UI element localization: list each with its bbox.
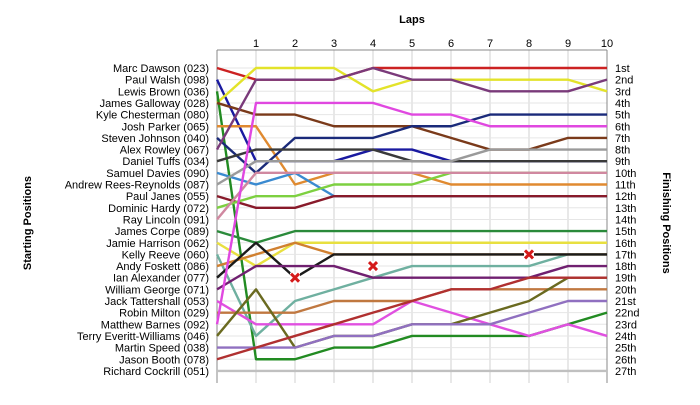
- starting-driver-label: Ray Lincoln (091): [123, 214, 209, 226]
- finishing-position-label: 13th: [615, 203, 636, 215]
- starting-driver-label: Dominic Hardy (072): [108, 203, 209, 215]
- starting-driver-label: James Galloway (028): [100, 98, 209, 110]
- starting-driver-label: Samuel Davies (090): [106, 168, 209, 180]
- lap-tick-label: 1: [253, 38, 259, 50]
- finishing-position-label: 8th: [615, 145, 630, 157]
- starting-driver-label: Robin Milton (029): [119, 308, 209, 320]
- finishing-position-label: 18th: [615, 261, 636, 273]
- finishing-position-label: 22nd: [615, 308, 639, 320]
- starting-driver-label: Jamie Harrison (062): [106, 238, 209, 250]
- finishing-position-label: 11th: [615, 180, 636, 192]
- retirement-marker-icon: [523, 249, 535, 260]
- starting-driver-label: Jack Tattershall (053): [105, 296, 209, 308]
- series-line: [216, 148, 607, 186]
- finishing-position-label: 23rd: [615, 319, 637, 331]
- lap-tick-labels: 1 2 3 4 5 6 7 8 9 10: [253, 38, 613, 50]
- finishing-position-label: 7th: [615, 133, 630, 145]
- series-line: [216, 264, 607, 291]
- lap-tick-label: 6: [448, 38, 454, 50]
- lap-tick-label: 9: [565, 38, 571, 50]
- finishing-position-label: 6th: [615, 121, 630, 133]
- finishing-position-label: 9th: [615, 156, 630, 168]
- starting-driver-label: Terry Everitt-Williams (046): [77, 331, 209, 343]
- finishing-position-label: 25th: [615, 343, 636, 355]
- starting-driver-label: Jason Booth (078): [119, 354, 209, 366]
- retirement-marker-icon: [289, 272, 301, 283]
- finishing-position-label: 17th: [615, 249, 636, 261]
- starting-driver-label: Andy Foskett (086): [116, 261, 209, 273]
- finishing-position-label: 24th: [615, 331, 636, 343]
- starting-driver-label: Lewis Brown (036): [118, 86, 209, 98]
- finishing-position-label: 5th: [615, 110, 630, 122]
- finishing-position-label: 12th: [615, 191, 636, 203]
- series-layer: [215, 66, 608, 373]
- finishing-position-label: 27th: [615, 366, 636, 378]
- lap-tick-label: 5: [409, 38, 415, 50]
- starting-driver-label: Alex Rowley (067): [120, 145, 209, 157]
- starting-driver-label: Matthew Barnes (092): [101, 319, 209, 331]
- series-line: [216, 229, 607, 244]
- right-axis-label: Finishing Positions: [660, 172, 672, 273]
- finishing-position-label: 21st: [615, 296, 636, 308]
- starting-position-labels: Marc Dawson (023)Paul Walsh (098)Lewis B…: [65, 63, 209, 378]
- finishing-position-label: 1st: [615, 63, 630, 75]
- lap-tick-label: 4: [370, 38, 376, 50]
- lap-tick-label: 10: [601, 38, 613, 50]
- starting-driver-label: Martin Speed (038): [115, 343, 209, 355]
- starting-driver-label: James Corpe (089): [115, 226, 209, 238]
- series-line: [215, 66, 608, 151]
- starting-driver-label: Daniel Tuffs (034): [122, 156, 209, 168]
- finishing-position-label: 26th: [615, 354, 636, 366]
- left-axis-label: Starting Positions: [22, 176, 34, 270]
- finishing-position-label: 3rd: [615, 86, 631, 98]
- finishing-position-labels: 1st2nd3rd4th5th6th7th8th9th10th11th12th1…: [615, 63, 639, 378]
- grid-lines: [216, 49, 608, 383]
- finishing-position-label: 2nd: [615, 75, 633, 87]
- starting-driver-label: Josh Parker (065): [122, 121, 209, 133]
- starting-driver-label: Steven Johnson (040): [101, 133, 209, 145]
- retirement-marker-icon: [367, 260, 379, 272]
- lap-tick-label: 7: [487, 38, 493, 50]
- finishing-position-label: 10th: [615, 168, 636, 180]
- starting-driver-label: Richard Cockrill (051): [103, 366, 209, 378]
- starting-driver-label: Kyle Chesterman (080): [96, 110, 209, 122]
- starting-driver-label: Paul Janes (055): [126, 191, 209, 203]
- series-line: [215, 101, 607, 325]
- finishing-position-label: 19th: [615, 273, 636, 285]
- starting-driver-label: Kelly Reeve (060): [122, 249, 209, 261]
- series-line: [216, 171, 607, 221]
- series-line: [217, 299, 607, 349]
- starting-driver-label: Paul Walsh (098): [125, 75, 209, 87]
- chart-title: Laps: [399, 14, 425, 26]
- starting-driver-label: William George (071): [105, 284, 209, 296]
- series-line: [216, 276, 607, 361]
- series-line: [216, 194, 607, 210]
- finishing-position-label: 4th: [615, 98, 630, 110]
- retirement-markers: [289, 249, 535, 283]
- series-line: [216, 241, 607, 268]
- starting-driver-label: Andrew Rees-Reynolds (087): [65, 180, 209, 192]
- finishing-position-label: 14th: [615, 214, 636, 226]
- finishing-position-label: 16th: [615, 238, 636, 250]
- starting-driver-label: Ian Alexander (077): [113, 273, 209, 285]
- lap-tick-label: 2: [292, 38, 298, 50]
- starting-driver-label: Marc Dawson (023): [113, 63, 209, 75]
- finishing-position-label: 15th: [615, 226, 636, 238]
- lap-tick-label: 8: [526, 38, 532, 50]
- lap-tick-label: 3: [331, 38, 337, 50]
- finishing-position-label: 20th: [615, 284, 636, 296]
